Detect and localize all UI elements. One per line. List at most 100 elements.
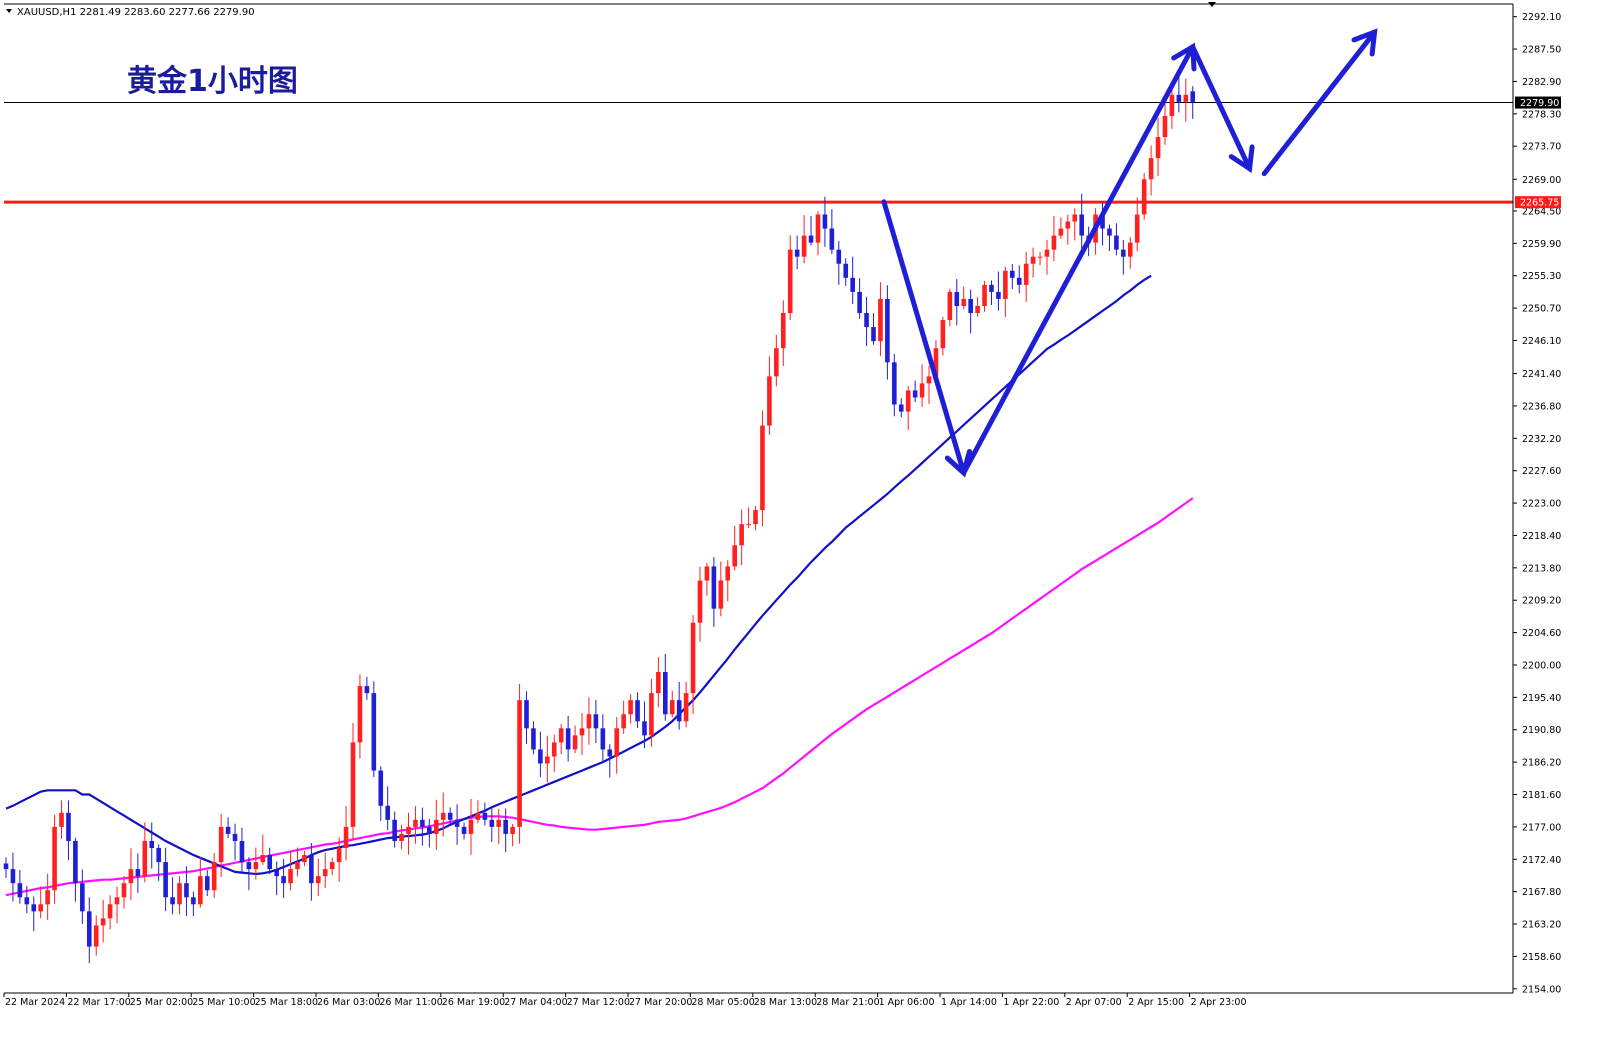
- candle[interactable]: [350, 722, 356, 841]
- candle[interactable]: [989, 280, 994, 306]
- candle[interactable]: [1051, 215, 1057, 262]
- candle[interactable]: [753, 506, 758, 531]
- candle[interactable]: [572, 725, 578, 754]
- candle[interactable]: [177, 876, 182, 915]
- candle[interactable]: [1010, 264, 1015, 290]
- candle[interactable]: [121, 876, 127, 909]
- candle[interactable]: [288, 850, 293, 891]
- candle[interactable]: [170, 877, 175, 915]
- candle[interactable]: [232, 823, 238, 861]
- candle[interactable]: [968, 289, 973, 334]
- candle[interactable]: [295, 847, 300, 877]
- candle[interactable]: [767, 356, 772, 435]
- candle[interactable]: [52, 814, 57, 904]
- candle[interactable]: [961, 286, 967, 310]
- candle[interactable]: [392, 811, 397, 848]
- candle[interactable]: [954, 279, 960, 326]
- candle[interactable]: [919, 364, 925, 407]
- candle[interactable]: [1127, 237, 1133, 269]
- candle[interactable]: [496, 808, 502, 845]
- candle[interactable]: [565, 715, 571, 762]
- candle[interactable]: [357, 674, 363, 759]
- candle[interactable]: [1058, 217, 1064, 239]
- candle[interactable]: [322, 852, 328, 889]
- trend-arrow[interactable]: [1190, 44, 1255, 174]
- candle[interactable]: [482, 802, 488, 826]
- candle[interactable]: [468, 798, 474, 855]
- candle[interactable]: [822, 196, 828, 247]
- candle[interactable]: [996, 271, 1001, 311]
- candle[interactable]: [711, 557, 717, 627]
- candle[interactable]: [982, 280, 987, 312]
- candle[interactable]: [1141, 172, 1147, 220]
- candle[interactable]: [690, 615, 696, 714]
- candle[interactable]: [274, 861, 279, 896]
- candle[interactable]: [878, 282, 883, 356]
- candle[interactable]: [80, 869, 85, 925]
- candle[interactable]: [718, 561, 724, 617]
- candle[interactable]: [364, 676, 370, 700]
- candle[interactable]: [1023, 252, 1029, 302]
- candle[interactable]: [746, 507, 751, 529]
- candle[interactable]: [628, 694, 633, 724]
- candle[interactable]: [329, 857, 335, 876]
- candle[interactable]: [31, 896, 37, 932]
- candle[interactable]: [898, 398, 904, 418]
- candle[interactable]: [371, 681, 377, 778]
- candle[interactable]: [912, 380, 918, 403]
- candle[interactable]: [579, 713, 585, 755]
- candle[interactable]: [413, 806, 418, 844]
- candle[interactable]: [1148, 145, 1154, 196]
- candle[interactable]: [17, 870, 23, 904]
- candle[interactable]: [794, 235, 800, 270]
- candle[interactable]: [142, 822, 148, 883]
- candle[interactable]: [531, 721, 536, 755]
- candle[interactable]: [1107, 224, 1112, 251]
- candle[interactable]: [1100, 202, 1105, 246]
- candle[interactable]: [843, 258, 849, 286]
- candle[interactable]: [1190, 86, 1196, 119]
- candle[interactable]: [1114, 223, 1119, 256]
- candle[interactable]: [947, 288, 953, 327]
- candle[interactable]: [586, 697, 592, 745]
- candle[interactable]: [184, 866, 189, 916]
- candle[interactable]: [1169, 89, 1175, 129]
- candle[interactable]: [697, 566, 703, 642]
- trend-arrow[interactable]: [1261, 28, 1378, 177]
- candle[interactable]: [45, 873, 50, 920]
- triangle-down-icon[interactable]: [6, 9, 12, 13]
- candle[interactable]: [663, 653, 668, 721]
- candle[interactable]: [281, 859, 286, 898]
- candle[interactable]: [100, 900, 106, 943]
- candle[interactable]: [669, 690, 675, 718]
- candle[interactable]: [593, 700, 599, 744]
- candle[interactable]: [440, 792, 446, 837]
- candle[interactable]: [107, 895, 113, 930]
- candle[interactable]: [253, 847, 259, 880]
- candle[interactable]: [163, 847, 168, 912]
- candle[interactable]: [1044, 239, 1050, 275]
- candle[interactable]: [343, 806, 349, 861]
- candle[interactable]: [545, 735, 550, 783]
- candle[interactable]: [857, 278, 862, 319]
- candle[interactable]: [267, 847, 273, 875]
- candle[interactable]: [447, 807, 453, 826]
- trend-arrow[interactable]: [944, 42, 1197, 478]
- candle[interactable]: [829, 209, 835, 255]
- candle[interactable]: [1176, 74, 1182, 113]
- candle[interactable]: [614, 717, 620, 774]
- candle[interactable]: [149, 822, 155, 869]
- candle[interactable]: [801, 215, 807, 264]
- candle[interactable]: [503, 808, 508, 853]
- candle[interactable]: [850, 256, 855, 304]
- candle[interactable]: [135, 853, 141, 893]
- candle[interactable]: [309, 843, 314, 901]
- candle[interactable]: [787, 235, 793, 320]
- candle[interactable]: [732, 525, 737, 571]
- candle[interactable]: [864, 296, 869, 346]
- candle[interactable]: [1183, 78, 1189, 122]
- candle[interactable]: [114, 886, 120, 924]
- candle[interactable]: [225, 817, 231, 839]
- candle[interactable]: [156, 844, 161, 881]
- candle[interactable]: [683, 681, 689, 728]
